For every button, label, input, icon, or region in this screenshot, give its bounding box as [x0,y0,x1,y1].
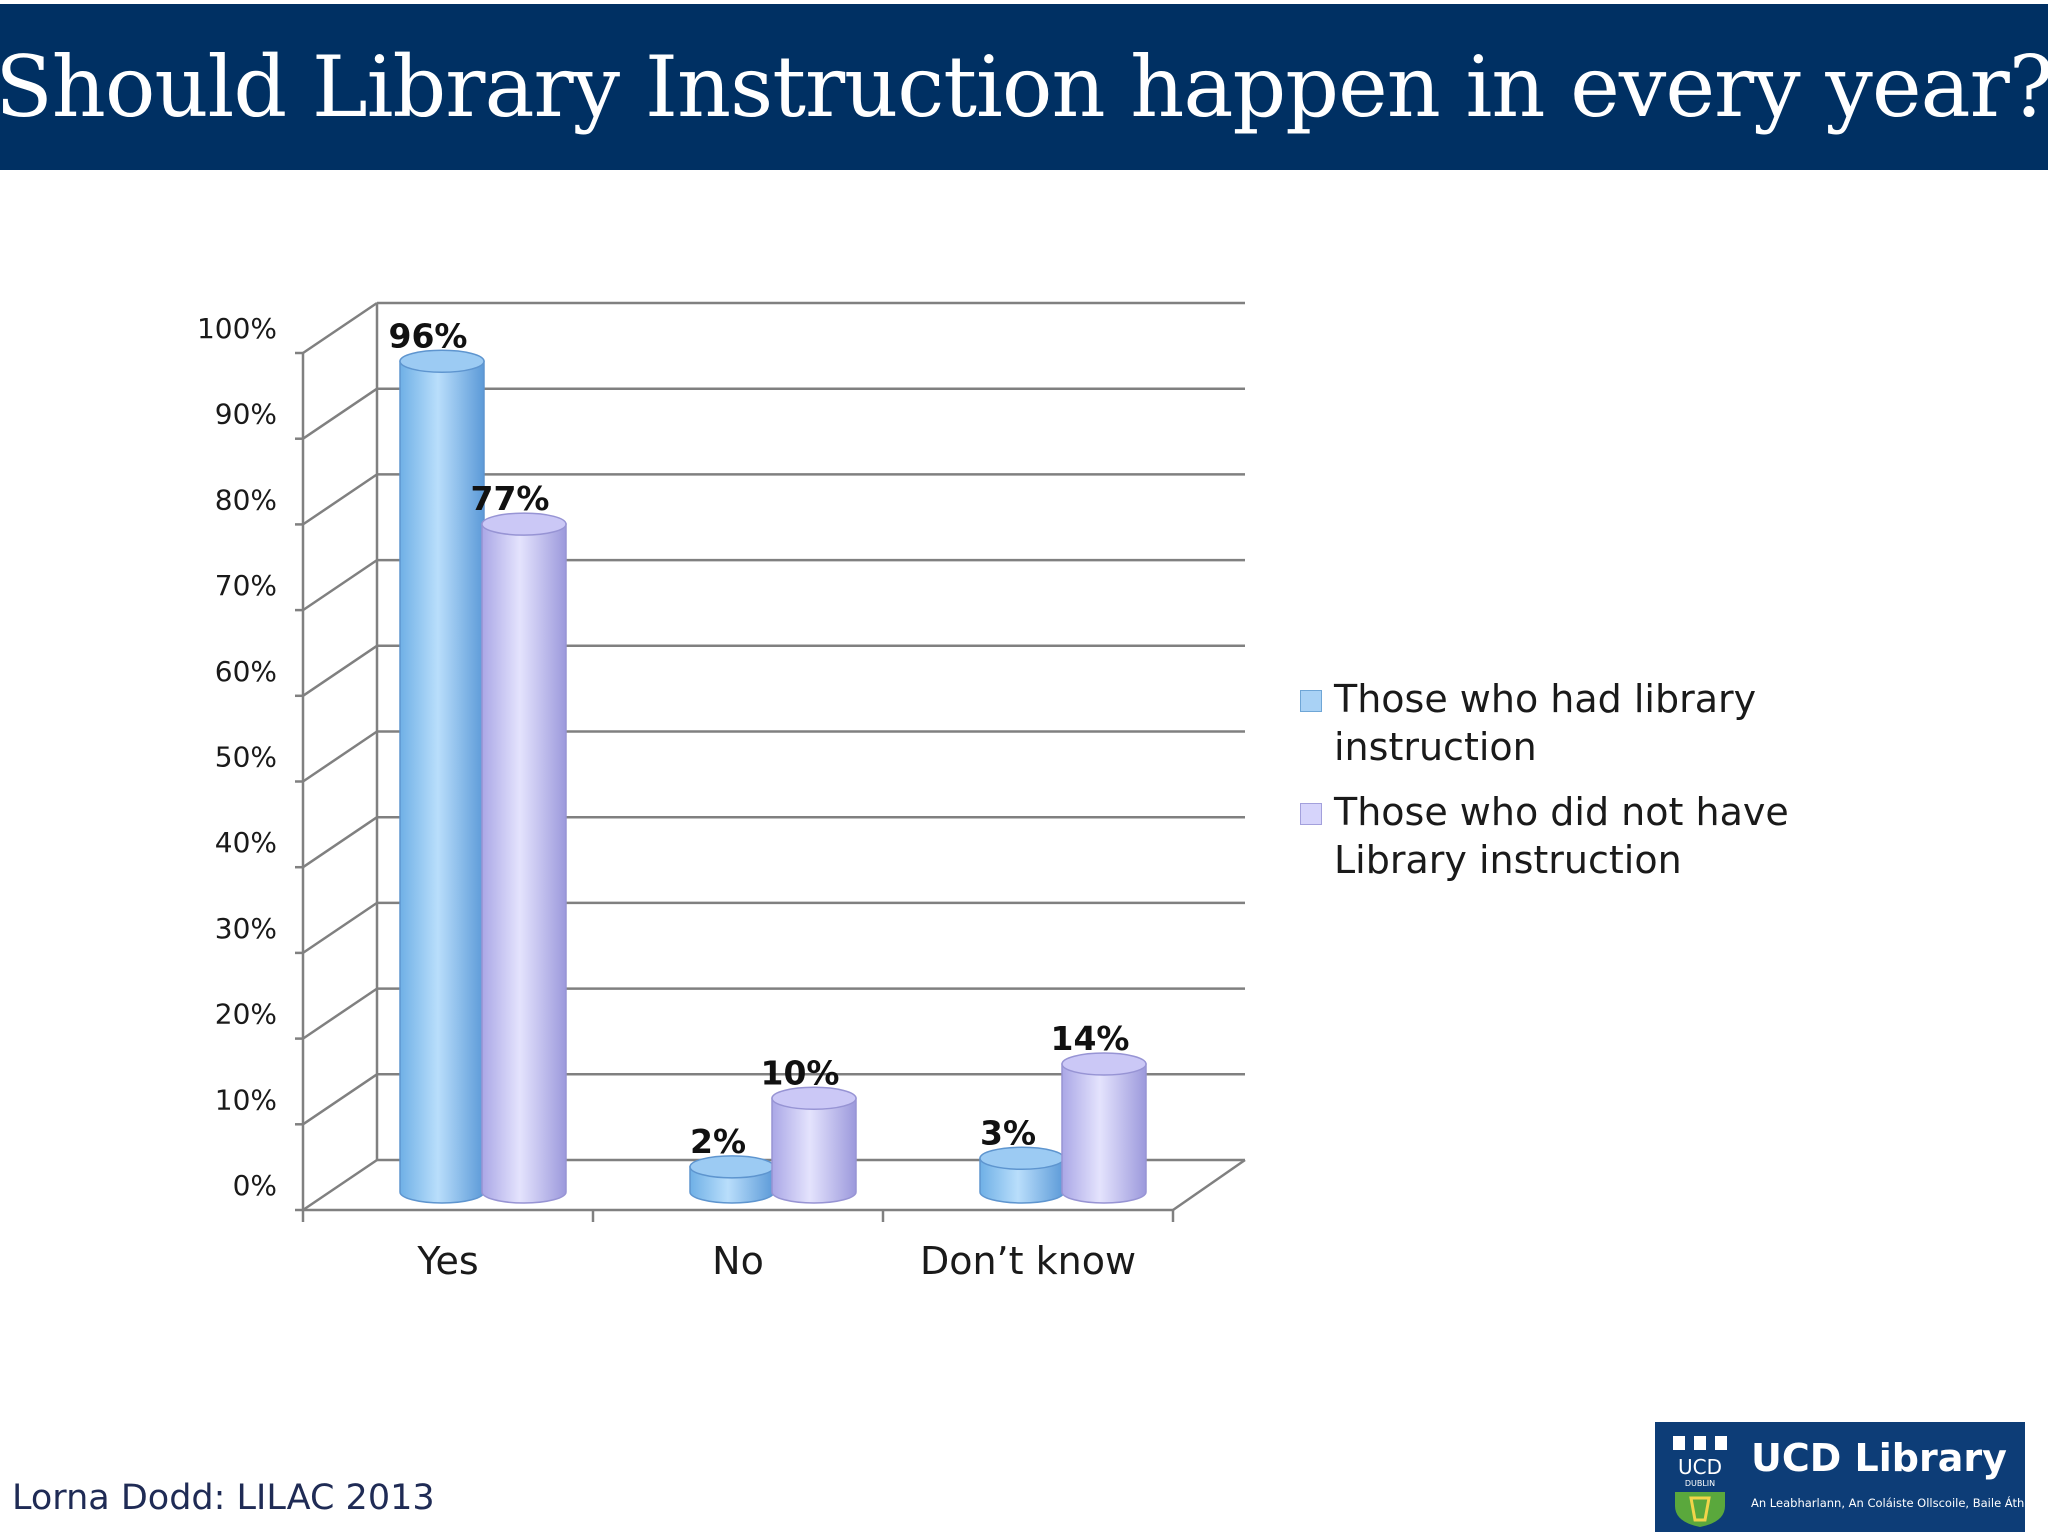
grid-diagonal [302,1158,378,1212]
grid-diagonal [302,387,378,440]
slide-title: Should Library Instruction happen in eve… [0,38,2048,136]
bar-top [481,512,567,536]
bar-1-1 [771,1086,857,1204]
grid-diagonal [302,901,378,954]
y-tick-label: 10% [215,1083,277,1116]
y-tick-label: 70% [215,569,277,602]
legend-item-no-instruction: Those who did not have Library instructi… [1300,788,1860,884]
x-category-label: Don’t know [920,1239,1136,1283]
floor-right-edge [1172,1158,1246,1212]
logo-name: UCD Library [1751,1436,2007,1480]
legend-swatch-no-instruction [1300,803,1322,825]
grid-diagonal [302,730,378,783]
y-tick-label: 20% [215,998,277,1031]
y-tick-label: 30% [215,912,277,945]
grid-diagonal [302,1073,378,1126]
footer-credit: Lorna Dodd: LILAC 2013 [12,1478,435,1518]
legend-label-had-instruction: Those who had library instruction [1334,677,1757,769]
grid-diagonal [302,987,378,1040]
x-category-label: No [712,1239,764,1283]
bar-body [1061,1063,1147,1204]
ucd-library-logo: UCD DUBLIN UCD Library An Leabharlann, A… [1655,1422,2048,1532]
legend-item-had-instruction: Those who had library instruction [1300,675,1860,771]
legend-swatch-had-instruction [1300,690,1322,712]
y-tick-label: 80% [215,483,277,516]
bar-top [399,349,485,374]
bar-0-1 [481,512,567,1204]
logo-tagline: An Leabharlann, An Coláiste Ollscoile, B… [1751,1496,2048,1510]
grid-diagonal [302,301,378,355]
y-tick-label: 40% [215,826,277,859]
bar-top [771,1086,857,1111]
data-label: 3% [980,1113,1036,1152]
bar-2-1 [1061,1052,1147,1204]
y-tick-label: 90% [215,398,277,431]
x-category-label: Yes [416,1239,478,1283]
y-tick-label: 60% [215,655,277,688]
crest-text: UCD [1678,1455,1722,1479]
bar-2-0 [979,1146,1065,1204]
y-tick-label: 0% [233,1169,277,1202]
grid-diagonal [302,559,378,612]
ucd-crest-icon: UCD DUBLIN [1673,1436,1727,1527]
grid-diagonal [302,816,378,869]
bar-top [1061,1052,1147,1076]
grid-diagonal [302,473,378,526]
bar-body [771,1097,857,1204]
y-tick-label: 50% [215,741,277,774]
crest-subtext: DUBLIN [1685,1479,1715,1488]
data-label: 77% [471,479,550,518]
legend-label-no-instruction: Those who did not have Library instructi… [1334,790,1789,882]
data-label: 96% [389,316,468,355]
bar-1-0 [689,1155,775,1204]
bar-body [481,523,567,1204]
y-tick-label: 100% [197,312,277,345]
title-bar: Should Library Instruction happen in eve… [0,4,2048,170]
bar-0-0 [399,349,485,1204]
data-label: 14% [1051,1019,1130,1058]
chart-legend: Those who had library instruction Those … [1300,675,1860,901]
grid-diagonal [302,644,378,697]
data-label: 2% [690,1122,746,1161]
data-label: 10% [761,1053,840,1092]
